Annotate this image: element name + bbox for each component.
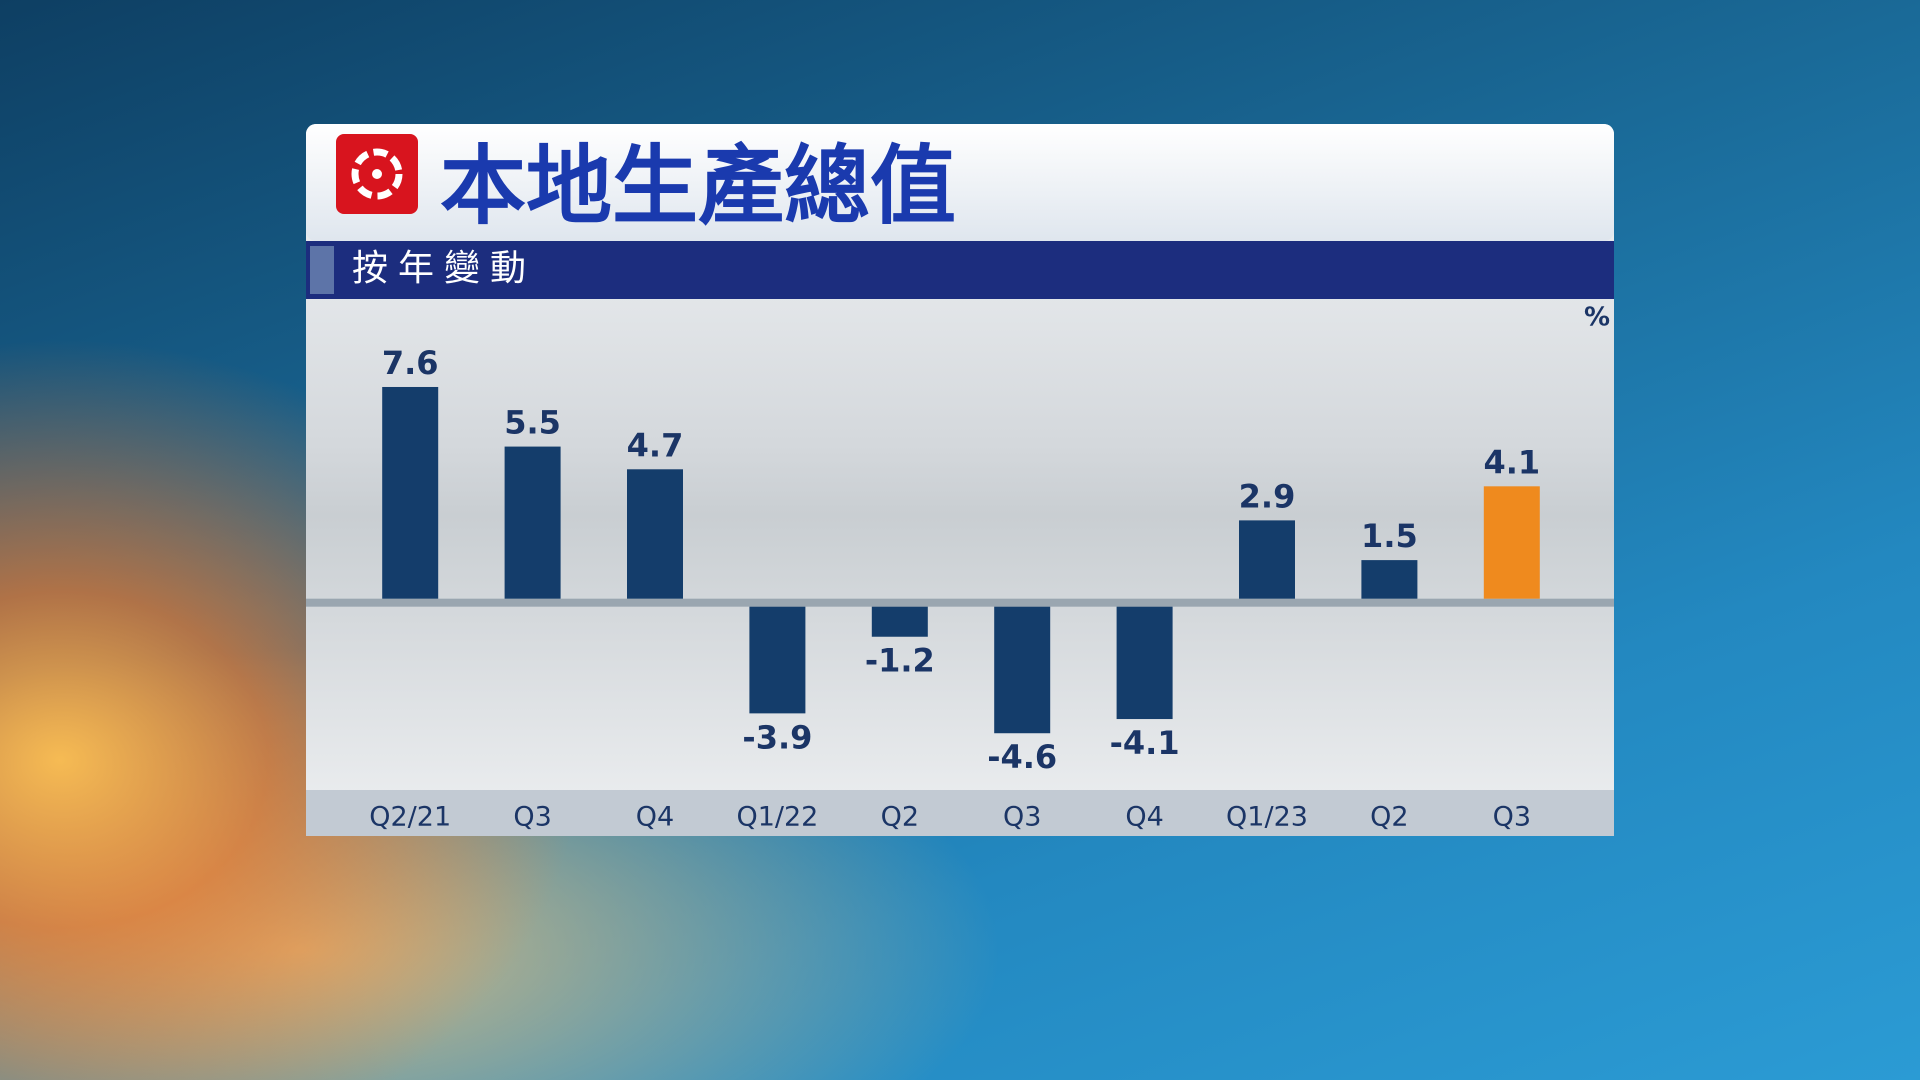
- bar: [504, 446, 561, 599]
- title-band: [306, 124, 1614, 241]
- x-tick-label: Q3: [513, 802, 551, 833]
- bar: [994, 606, 1051, 734]
- bar: [1361, 560, 1418, 599]
- chart-subtitle: 按年變動: [352, 248, 536, 289]
- bar: [1483, 486, 1540, 599]
- x-tick-label: Q3: [1003, 802, 1041, 833]
- data-label: -4.6: [987, 738, 1057, 776]
- bar: [871, 606, 928, 637]
- data-label: 1.5: [1361, 517, 1418, 555]
- data-label: 7.6: [382, 344, 439, 382]
- x-tick-label: Q3: [1493, 802, 1531, 833]
- x-axis-band: [306, 790, 1614, 836]
- panel: [306, 124, 1614, 836]
- x-tick-label: Q1/22: [736, 802, 818, 833]
- zero-line: [306, 598, 1614, 607]
- chart-title: 本地生產總值: [440, 136, 956, 236]
- bar: [1239, 520, 1295, 599]
- x-tick-label: Q4: [1125, 802, 1163, 833]
- data-label: 4.7: [627, 426, 684, 464]
- bar: [382, 386, 439, 599]
- data-label: 2.9: [1239, 477, 1296, 515]
- data-label: -4.1: [1110, 724, 1180, 762]
- flag-icon: [336, 134, 418, 214]
- data-label: 5.5: [504, 404, 561, 442]
- subtitle-accent: [310, 246, 334, 294]
- bar: [1116, 606, 1173, 720]
- bar: [749, 606, 806, 714]
- subtitle-band: [306, 241, 1614, 299]
- bar: [627, 469, 683, 599]
- data-label: -1.2: [865, 642, 935, 680]
- x-tick-label: Q2/21: [369, 802, 451, 833]
- y-axis-unit: %: [1584, 303, 1610, 333]
- x-tick-label: Q1/23: [1226, 802, 1308, 833]
- data-label: 4.1: [1483, 443, 1540, 481]
- x-tick-label: Q4: [636, 802, 674, 833]
- x-tick-label: Q2: [1370, 802, 1408, 833]
- data-label: -3.9: [742, 718, 812, 756]
- x-tick-label: Q2: [881, 802, 919, 833]
